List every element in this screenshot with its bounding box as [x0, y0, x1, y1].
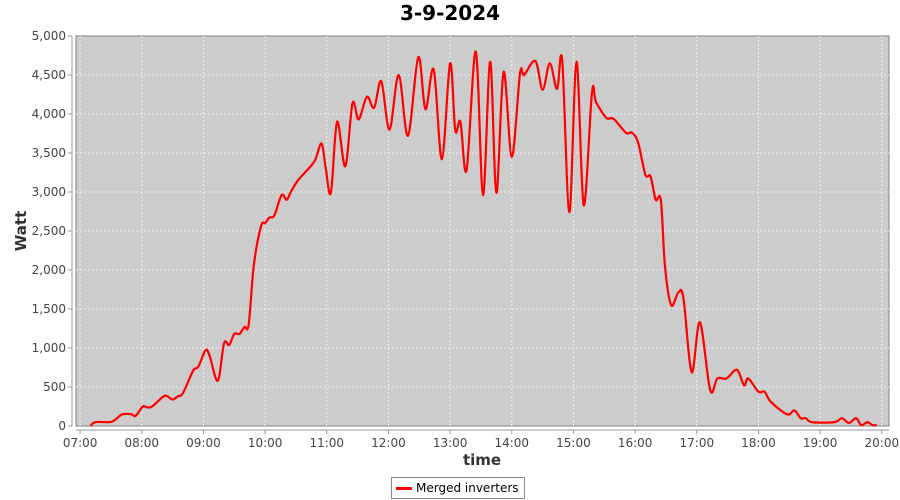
chart-title: 3-9-2024: [399, 1, 501, 25]
y-tick-label: 500: [43, 380, 66, 394]
y-tick-label: 1,500: [32, 302, 66, 316]
x-axis: 07:00 08:00 09:00 10:00 11:00 12:00 13:00 14:00…: [63, 429, 900, 450]
y-axis: 0 500 1,000 1,500 2,000 2,500 3,000 3,500 4,000 4…: [32, 29, 73, 433]
x-tick-label: 18:00: [741, 436, 776, 450]
x-tick-label: 09:00: [186, 436, 221, 450]
x-tick-label: 19:00: [803, 436, 838, 450]
x-tick-label: 14:00: [494, 436, 529, 450]
y-tick-label: 4,000: [32, 107, 66, 121]
legend-label: Merged inverters: [416, 481, 519, 495]
x-tick-label: 15:00: [556, 436, 591, 450]
x-tick-label: 17:00: [680, 436, 715, 450]
x-tick-label: 13:00: [433, 436, 468, 450]
y-tick-label: 2,000: [32, 263, 66, 277]
y-tick-label: 5,000: [32, 29, 66, 43]
y-tick-label: 1,000: [32, 341, 66, 355]
y-tick-label: 2,500: [32, 224, 66, 238]
y-axis-label: Watt: [12, 211, 30, 251]
y-tick-label: 0: [58, 419, 66, 433]
x-tick-label: 11:00: [309, 436, 344, 450]
x-axis-label: time: [463, 451, 501, 469]
y-tick-label: 3,000: [32, 185, 66, 199]
x-tick-label: 07:00: [63, 436, 98, 450]
legend-swatch: [396, 486, 412, 490]
y-tick-label: 4,500: [32, 68, 66, 82]
x-tick-label: 16:00: [618, 436, 653, 450]
legend: Merged inverters: [391, 477, 525, 499]
series-line-merged-inverters: [89, 50, 877, 427]
x-tick-label: 10:00: [248, 436, 283, 450]
x-tick-label: 12:00: [371, 436, 406, 450]
x-tick-label: 20:00: [865, 436, 900, 450]
x-tick-label: 08:00: [124, 436, 159, 450]
y-tick-label: 3,500: [32, 146, 66, 160]
